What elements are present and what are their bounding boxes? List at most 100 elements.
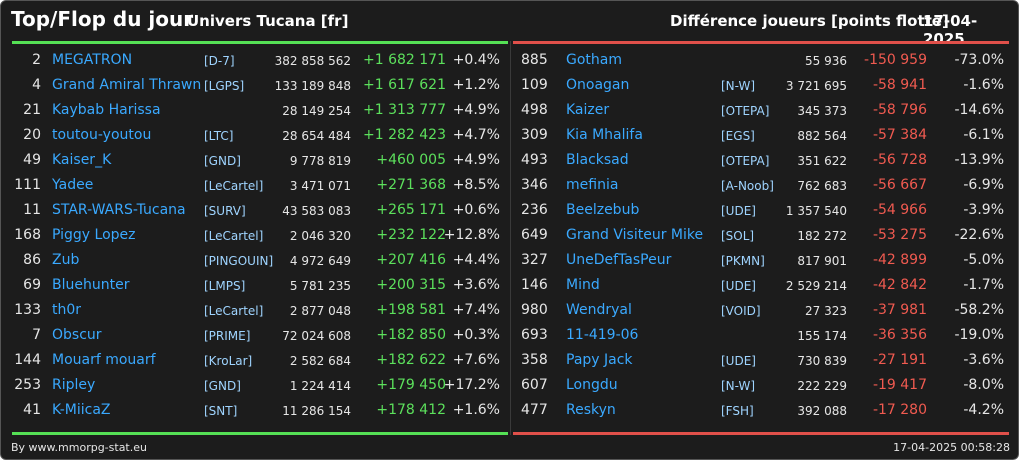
bottom-divider-red (513, 432, 1009, 435)
top-player-link[interactable]: Bluehunter (52, 277, 130, 293)
top-alliance-tag[interactable]: [GND] (204, 154, 241, 168)
flop-diff: -42 842 (872, 277, 927, 293)
top-player-link[interactable]: Ripley (52, 377, 96, 393)
table-row: 4 Grand Amiral Thrawn [LGPS] 133 189 848 +1 … (1, 73, 1018, 98)
top-alliance-tag[interactable]: [PINGOUIN] (204, 254, 274, 268)
top-player-link[interactable]: th0r (52, 302, 82, 318)
flop-rank: 493 (521, 152, 548, 168)
flop-player-link[interactable]: Reskyn (566, 402, 616, 418)
flop-player-link[interactable]: Blacksad (566, 152, 629, 168)
top-points: 1 224 414 (289, 379, 351, 393)
top-rank: 168 (14, 227, 41, 243)
table-row: 69 Bluehunter [LMPS] 5 781 235 +200 315 +3.6%… (1, 273, 1018, 298)
top-points: 2 046 320 (289, 229, 351, 243)
flop-alliance-tag[interactable]: [UDE] (721, 354, 756, 368)
top-player-link[interactable]: Zub (52, 252, 80, 268)
top-player-link[interactable]: Mouarf mouarf (52, 352, 156, 368)
flop-alliance-tag[interactable]: [N-W] (721, 379, 756, 393)
top-percent: +1.6% (452, 402, 500, 418)
flop-percent: -8.0% (963, 377, 1004, 393)
top-alliance-tag[interactable]: [LMPS] (204, 279, 246, 293)
top-alliance-tag[interactable]: [SNT] (204, 404, 238, 418)
flop-percent: -22.6% (954, 227, 1004, 243)
flop-player-link[interactable]: Kaizer (566, 102, 610, 118)
top-alliance-tag[interactable]: [PRIME] (204, 329, 251, 343)
top-points: 28 654 484 (282, 129, 351, 143)
top-alliance-tag[interactable]: [KroLar] (204, 354, 253, 368)
flop-points: 155 174 (797, 329, 847, 343)
top-player-link[interactable]: Obscur (52, 327, 102, 343)
top-player-link[interactable]: K-MiicaZ (52, 402, 111, 418)
top-player-link[interactable]: Kaiser_K (52, 152, 112, 168)
top-points: 28 149 254 (282, 104, 351, 118)
flop-player-link[interactable]: Wendryal (566, 302, 632, 318)
top-player-link[interactable]: toutou-youtou (52, 127, 152, 143)
flop-alliance-tag[interactable]: [EGS] (721, 129, 755, 143)
flop-player-link[interactable]: Grand Visiteur Mike (566, 227, 704, 243)
flop-percent: -3.9% (963, 202, 1004, 218)
flop-diff: -37 981 (872, 302, 927, 318)
flop-points: 222 229 (797, 379, 847, 393)
top-player-link[interactable]: Grand Amiral Thrawn (52, 77, 202, 93)
flop-alliance-tag[interactable]: [OTEPA] (721, 154, 770, 168)
flop-alliance-tag[interactable]: [PKMN] (721, 254, 765, 268)
flop-rank: 477 (521, 402, 548, 418)
flop-rank: 498 (521, 102, 548, 118)
flop-player-link[interactable]: Longdu (566, 377, 618, 393)
flop-player-link[interactable]: Onoagan (566, 77, 630, 93)
flop-alliance-tag[interactable]: [UDE] (721, 279, 756, 293)
table-row: 49 Kaiser_K [GND] 9 778 819 +460 005 +4.9% 493… (1, 148, 1018, 173)
flop-alliance-tag[interactable]: [N-W] (721, 79, 756, 93)
flop-alliance-tag[interactable]: [A-Noob] (721, 179, 774, 193)
flop-alliance-tag[interactable]: [VOID] (721, 304, 761, 318)
top-player-link[interactable]: STAR-WARS-Tucana (52, 202, 186, 218)
flop-player-link[interactable]: Beelzebub (566, 202, 640, 218)
top-alliance-tag[interactable]: [LeCartel] (204, 229, 264, 243)
flop-player-link[interactable]: Kia Mhalifa (566, 127, 643, 143)
flop-player-link[interactable]: Papy Jack (566, 352, 633, 368)
flop-player-link[interactable]: UneDefTasPeur (566, 252, 672, 268)
top-alliance-tag[interactable]: [SURV] (204, 204, 246, 218)
flop-alliance-tag[interactable]: [FSH] (721, 404, 754, 418)
flop-rank: 358 (521, 352, 548, 368)
top-alliance-tag[interactable]: [LeCartel] (204, 304, 264, 318)
top-rank: 20 (23, 127, 41, 143)
top-alliance-tag[interactable]: [LeCartel] (204, 179, 264, 193)
flop-alliance-tag[interactable]: [OTEPA] (721, 104, 770, 118)
flop-player-link[interactable]: Mind (566, 277, 600, 293)
flop-alliance-tag[interactable]: [SOL] (721, 229, 755, 243)
flop-alliance-tag[interactable]: [UDE] (721, 204, 756, 218)
top-alliance-tag[interactable]: [GND] (204, 379, 241, 393)
top-alliance-tag[interactable]: [LGPS] (204, 79, 245, 93)
table-row: 20 toutou-youtou [LTC] 28 654 484 +1 282 423… (1, 123, 1018, 148)
table-row: 11 STAR-WARS-Tucana [SURV] 43 583 083 +265 1… (1, 198, 1018, 223)
top-percent: +12.8% (443, 227, 500, 243)
flop-points: 762 683 (797, 179, 847, 193)
top-player-link[interactable]: MEGATRON (52, 52, 133, 68)
top-percent: +4.7% (452, 127, 500, 143)
footer-credit: By www.mmorpg-stat.eu (11, 441, 147, 454)
top-player-link[interactable]: Kaybab Harissa (52, 102, 161, 118)
top-player-link[interactable]: Piggy Lopez (52, 227, 136, 243)
flop-rank: 980 (521, 302, 548, 318)
flop-percent: -73.0% (954, 52, 1004, 68)
flop-points: 392 088 (797, 404, 847, 418)
top-diff: +182 622 (376, 352, 446, 368)
flop-percent: -6.1% (963, 127, 1004, 143)
top-rank: 253 (14, 377, 41, 393)
flop-points: 351 622 (797, 154, 847, 168)
flop-points: 27 323 (805, 304, 847, 318)
flop-diff: -27 191 (872, 352, 927, 368)
top-player-link[interactable]: Yadee (52, 177, 94, 193)
top-alliance-tag[interactable]: [D-7] (204, 54, 235, 68)
flop-diff: -54 966 (872, 202, 927, 218)
top-percent: +0.6% (452, 202, 500, 218)
flop-player-link[interactable]: Gotham (566, 52, 622, 68)
flop-rank: 146 (521, 277, 548, 293)
flop-diff: -56 667 (872, 177, 927, 193)
flop-player-link[interactable]: 11-419-06 (566, 327, 639, 343)
top-alliance-tag[interactable]: [LTC] (204, 129, 234, 143)
flop-player-link[interactable]: mefinia (566, 177, 619, 193)
flop-percent: -19.0% (954, 327, 1004, 343)
